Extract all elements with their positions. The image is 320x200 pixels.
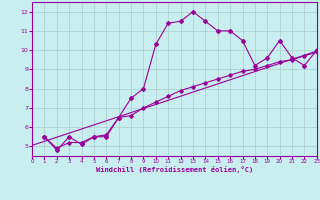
X-axis label: Windchill (Refroidissement éolien,°C): Windchill (Refroidissement éolien,°C) (96, 166, 253, 173)
